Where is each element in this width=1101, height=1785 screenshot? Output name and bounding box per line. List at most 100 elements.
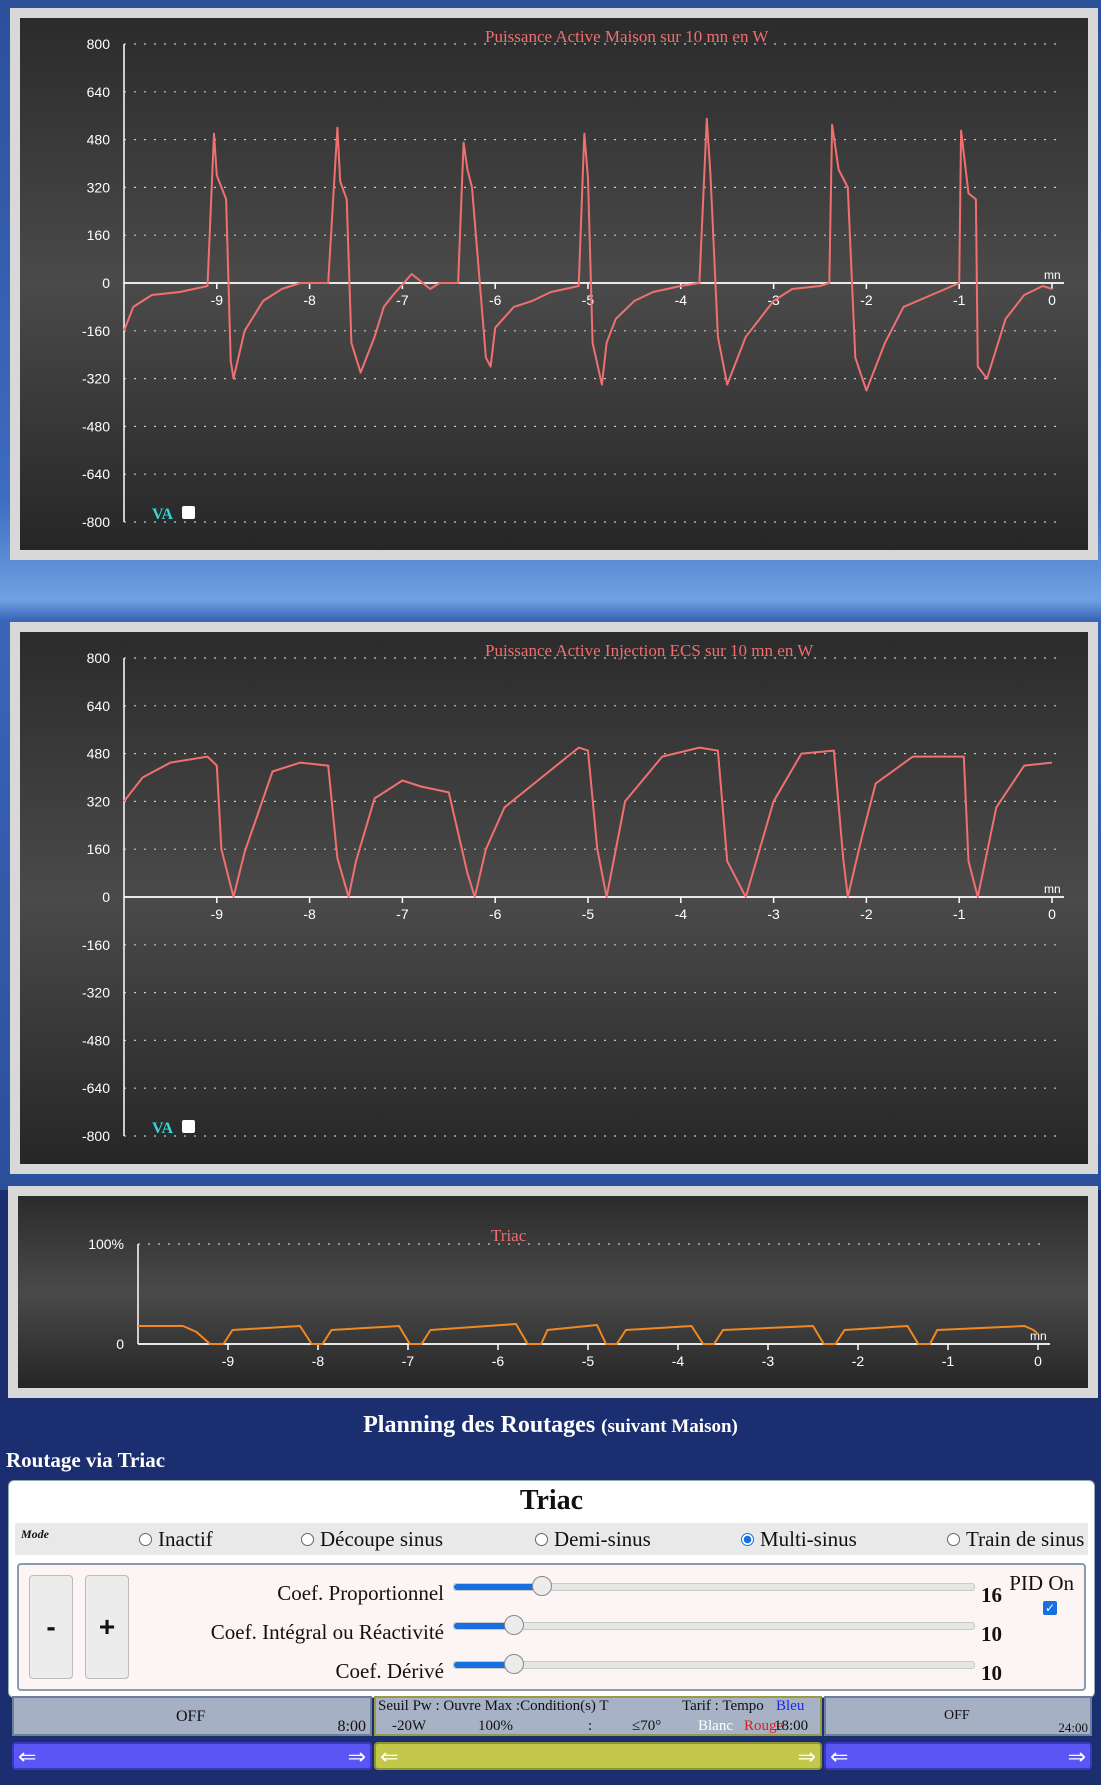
schedule-slot-2-ouvre: 100% [478,1718,513,1734]
y-tick-label: 100% [88,1236,124,1252]
y-tick-label: -320 [82,371,110,387]
planning-subtitle: (suivant Maison) [601,1416,738,1437]
mode-option-train-de-sinus[interactable]: Train de sinus [947,1527,1084,1552]
y-tick-label: -480 [82,1032,110,1048]
coef-d-slider[interactable] [453,1654,975,1674]
schedule-slot-2[interactable]: Seuil Pw : Ouvre Max :Condition(s) T Tar… [374,1696,822,1736]
schedule-slot-2-temp: ≤70° [632,1718,662,1734]
chart-title: Puissance Active Injection ECS sur 10 mn… [485,641,814,660]
mode-option-decoupe-sinus[interactable]: Découpe sinus [301,1527,443,1552]
schedule-slot-3-time: 24:00 [1058,1720,1088,1735]
schedule-slot-2-header: Seuil Pw : Ouvre Max :Condition(s) T [378,1698,609,1714]
schedule-slot-1-time: 8:00 [337,1718,366,1735]
x-tick-label: -4 [675,906,688,922]
radio-train-de-sinus[interactable] [947,1533,960,1546]
y-tick-label: -640 [82,1080,110,1096]
mode-decoupe-sinus-label: Découpe sinus [320,1527,444,1551]
radio-multi-sinus[interactable] [741,1533,754,1546]
pid-on-checkbox[interactable]: ✓ [1043,1601,1057,1615]
y-tick-label: -160 [82,937,110,953]
chart-panel-maison: Puissance Active Maison sur 10 mn en W 80… [10,8,1098,560]
radio-decoupe-sinus[interactable] [301,1533,314,1546]
slot-2-right-arrow[interactable]: ⇒ [797,1745,816,1770]
x-tick-label: -2 [860,292,873,308]
y-tick-label: 800 [87,650,111,666]
y-tick-label: 320 [87,179,111,195]
schedule-slot-2-tarif: Tarif : Tempo [682,1698,764,1714]
pid-on-label: PID On [1009,1571,1074,1595]
series-line [123,746,1053,898]
schedule-slot-2-tarif-rouge: Rouge [744,1718,784,1734]
x-tick-label: -3 [762,1353,775,1369]
schedule-slot-2-tarif-blanc: Blanc [698,1718,733,1734]
x-tick-label: -4 [672,1353,685,1369]
x-unit-label: mn [1044,882,1061,896]
schedule-slot-1[interactable]: OFF 8:00 [12,1696,372,1736]
mode-train-de-sinus-label: Train de sinus [966,1527,1085,1551]
schedule-slot-3-arrows: ⇐ ⇒ [824,1742,1092,1770]
coefficients-panel: - + Coef. Proportionnel 16 Coef. Intégra… [17,1563,1086,1691]
x-tick-label: -7 [396,292,409,308]
x-tick-label: 0 [1034,1353,1042,1369]
schedule-slot-1-arrows: ⇐ ⇒ [12,1742,372,1770]
coef-d-slider-thumb[interactable] [504,1654,524,1674]
chart-title: Puissance Active Maison sur 10 mn en W [485,27,769,46]
mode-multi-sinus-label: Multi-sinus [760,1527,857,1551]
x-unit-label: mn [1044,268,1061,282]
coef-i-label: Coef. Intégral ou Réactivité [210,1620,444,1644]
chart-panel-triac: Triac 100% 0 -9 -8 -7 -6 -5 -4 -3 -2 -1 0 mn [8,1186,1098,1398]
va-label: VA [152,1120,173,1137]
schedule-slot-1-state: OFF [176,1708,206,1725]
slot-1-right-arrow[interactable]: ⇒ [347,1745,366,1770]
chart-ecs: Puissance Active Injection ECS sur 10 mn… [82,641,1064,1144]
x-tick-label: -2 [860,906,873,922]
planning-title: Planning des Routages (suivant Maison) [0,1412,1101,1439]
slot-3-right-arrow[interactable]: ⇒ [1067,1745,1086,1770]
y-tick-label: 640 [87,84,111,100]
slot-2-left-arrow[interactable]: ⇐ [380,1745,399,1770]
y-tick-label: 0 [102,889,110,905]
schedule-slot-2-time: 18:00 [774,1718,809,1734]
x-tick-label: -1 [942,1353,955,1369]
mode-row: Mode Inactif Découpe sinus Demi-sinus Mu… [15,1523,1088,1555]
x-tick-label: 0 [1048,906,1056,922]
schedule-slot-2-arrows: ⇐ ⇒ [374,1742,822,1770]
coef-p-slider[interactable] [453,1576,975,1596]
va-checkbox[interactable] [182,506,195,519]
coef-p-slider-thumb[interactable] [532,1576,552,1596]
coef-i-slider-thumb[interactable] [504,1615,524,1635]
x-tick-label: -2 [852,1353,865,1369]
y-tick-label: 480 [87,746,111,762]
x-tick-label: -8 [303,292,316,308]
mode-inactif-label: Inactif [158,1527,213,1551]
radio-demi-sinus[interactable] [535,1533,548,1546]
va-checkbox[interactable] [182,1120,195,1133]
x-tick-label: -6 [489,906,502,922]
x-tick-label: 0 [1048,292,1056,308]
x-tick-label: -5 [582,906,595,922]
minus-button[interactable]: - [29,1575,73,1679]
plus-button[interactable]: + [85,1575,129,1679]
slot-3-left-arrow[interactable]: ⇐ [830,1745,849,1770]
x-tick-label: -6 [489,292,502,308]
slot-1-left-arrow[interactable]: ⇐ [18,1745,37,1770]
schedule-slot-2-condition: : [588,1718,593,1734]
y-tick-label: 640 [87,698,111,714]
x-tick-label: -8 [312,1353,325,1369]
coef-i-value: 10 [981,1622,1002,1646]
x-tick-label: -6 [492,1353,505,1369]
routage-label: Routage via Triac [6,1448,166,1472]
y-tick-label: 160 [87,227,111,243]
coef-p-label: Coef. Proportionnel [277,1581,444,1605]
coef-i-slider[interactable] [453,1615,975,1635]
schedule-slot-2-seuil: -20W [392,1718,427,1734]
mode-option-demi-sinus[interactable]: Demi-sinus [535,1527,651,1552]
schedule-slot-3[interactable]: OFF 24:00 [824,1696,1092,1736]
schedule-slot-2-tarif-bleu: Bleu [776,1698,805,1714]
mode-option-inactif[interactable]: Inactif [139,1527,213,1552]
x-tick-label: -1 [953,292,966,308]
radio-inactif[interactable] [139,1533,152,1546]
x-tick-label: -1 [953,906,966,922]
x-tick-label: -4 [675,292,688,308]
mode-option-multi-sinus[interactable]: Multi-sinus [741,1527,857,1552]
